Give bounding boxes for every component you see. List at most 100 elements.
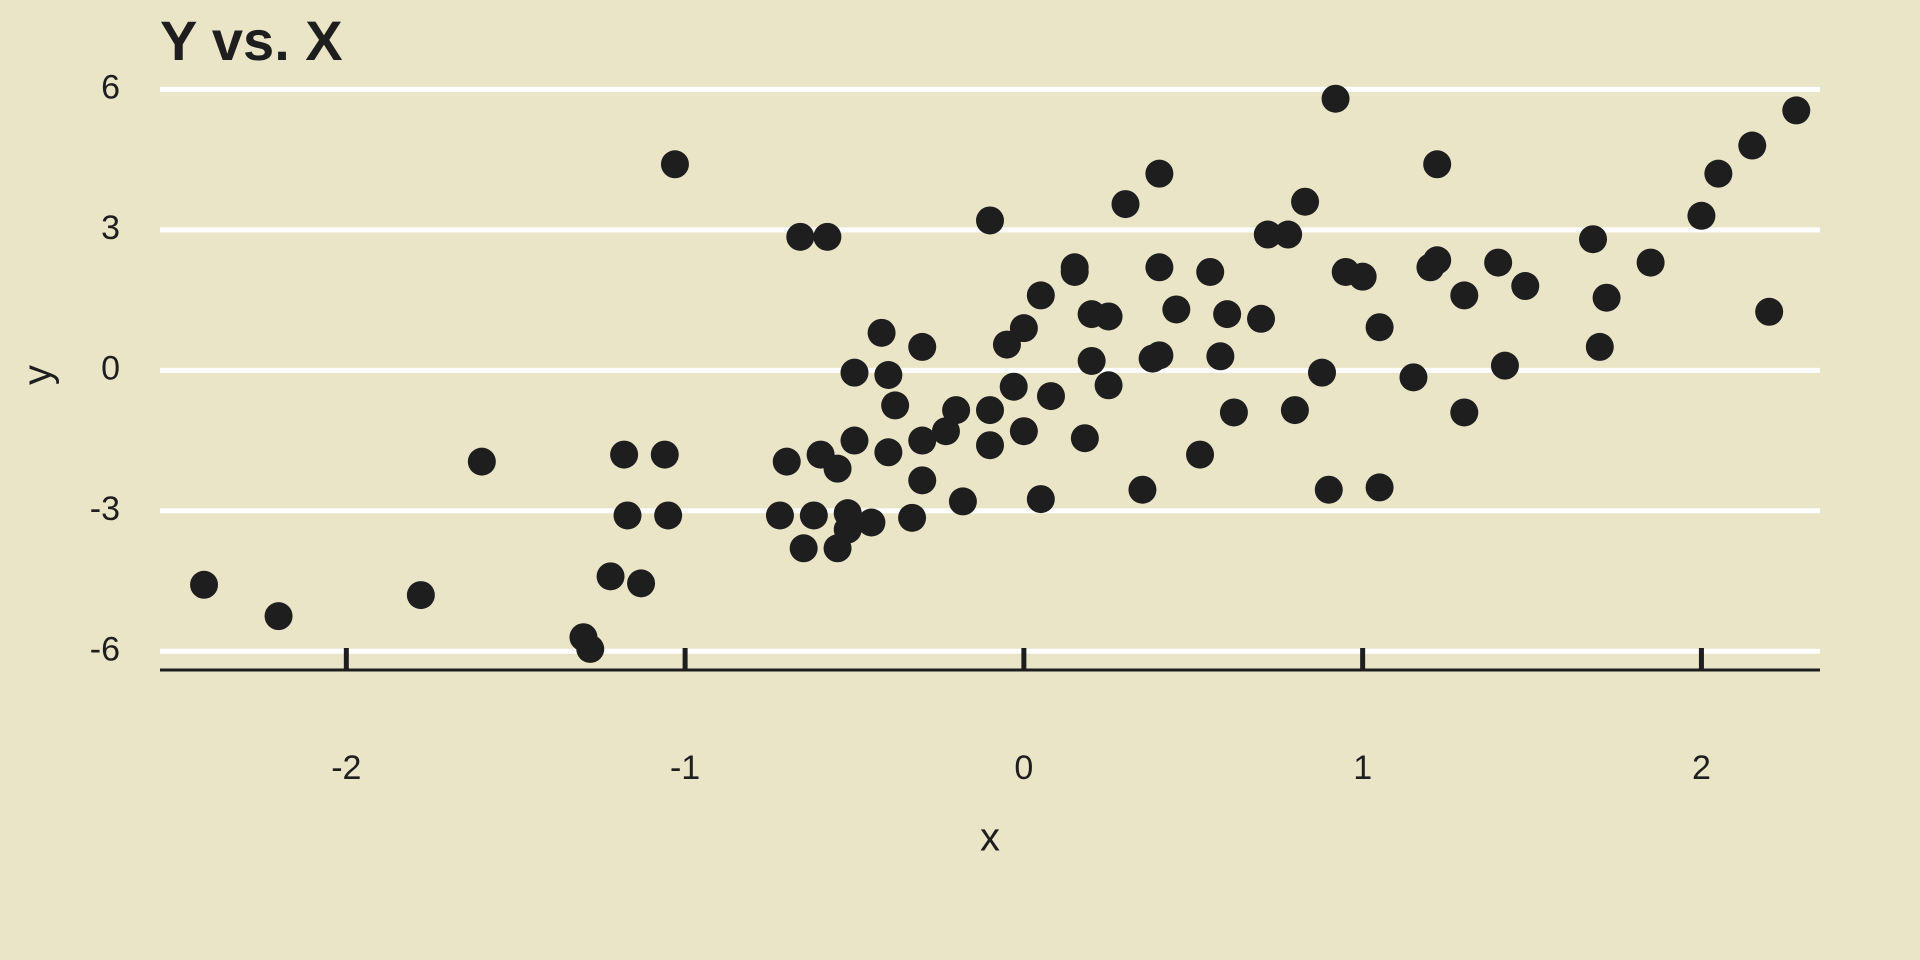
scatter-point bbox=[1010, 417, 1038, 445]
scatter-point bbox=[1206, 342, 1234, 370]
scatter-point bbox=[840, 427, 868, 455]
scatter-point bbox=[786, 223, 814, 251]
scatter-point bbox=[597, 562, 625, 590]
scatter-point bbox=[874, 438, 902, 466]
scatter-point bbox=[1738, 132, 1766, 160]
scatter-point bbox=[790, 534, 818, 562]
scatter-point bbox=[1010, 314, 1038, 342]
scatter-point bbox=[1274, 221, 1302, 249]
scatter-point bbox=[1511, 272, 1539, 300]
scatter-point bbox=[661, 150, 689, 178]
scatter-point bbox=[1308, 359, 1336, 387]
y-tick-label: 0 bbox=[101, 349, 120, 387]
scatter-point bbox=[824, 455, 852, 483]
scatter-point bbox=[1637, 249, 1665, 277]
scatter-point bbox=[1095, 302, 1123, 330]
scatter-point bbox=[1579, 225, 1607, 253]
scatter-point bbox=[976, 431, 1004, 459]
scatter-point bbox=[908, 333, 936, 361]
scatter-point bbox=[1322, 85, 1350, 113]
scatter-point bbox=[190, 571, 218, 599]
scatter-point bbox=[1145, 253, 1173, 281]
chart-title: Y vs. X bbox=[160, 9, 343, 72]
scatter-point bbox=[1145, 341, 1173, 369]
scatter-point bbox=[1491, 352, 1519, 380]
scatter-point bbox=[1349, 263, 1377, 291]
scatter-point bbox=[1162, 295, 1190, 323]
scatter-point bbox=[1000, 373, 1028, 401]
scatter-point bbox=[898, 504, 926, 532]
y-tick-label: -6 bbox=[90, 630, 120, 668]
x-tick-label: 2 bbox=[1692, 749, 1711, 787]
scatter-point bbox=[1061, 253, 1089, 281]
scatter-point bbox=[1399, 363, 1427, 391]
scatter-point bbox=[942, 396, 970, 424]
scatter-point bbox=[654, 501, 682, 529]
scatter-point bbox=[874, 361, 902, 389]
scatter-point bbox=[651, 441, 679, 469]
scatter-point bbox=[468, 448, 496, 476]
scatter-point bbox=[1145, 160, 1173, 188]
scatter-point bbox=[610, 441, 638, 469]
scatter-point bbox=[1782, 96, 1810, 124]
scatter-point bbox=[1366, 473, 1394, 501]
scatter-point bbox=[627, 569, 655, 597]
scatter-point bbox=[949, 487, 977, 515]
scatter-point bbox=[1423, 150, 1451, 178]
chart-svg: -2 -1 0 1 2 -6 -3 0 3 6 Y vs. X x y bbox=[0, 0, 1920, 960]
scatter-point bbox=[1586, 333, 1614, 361]
scatter-point bbox=[1128, 476, 1156, 504]
scatter-point bbox=[1755, 298, 1783, 326]
y-tick-label: -3 bbox=[90, 490, 120, 528]
scatter-point bbox=[1037, 382, 1065, 410]
x-tick-label: 0 bbox=[1014, 749, 1033, 787]
x-tick-label: -2 bbox=[331, 749, 361, 787]
scatter-point bbox=[1450, 398, 1478, 426]
scatter-point bbox=[1186, 441, 1214, 469]
scatter-point bbox=[1078, 347, 1106, 375]
scatter-point bbox=[857, 509, 885, 537]
scatter-point bbox=[834, 516, 862, 544]
x-axis-label: x bbox=[980, 816, 1000, 860]
scatter-point bbox=[976, 206, 1004, 234]
x-tick-label: 1 bbox=[1353, 749, 1372, 787]
y-tick-label: 6 bbox=[101, 68, 120, 106]
scatter-point bbox=[1213, 300, 1241, 328]
scatter-point bbox=[800, 501, 828, 529]
scatter-point bbox=[1593, 284, 1621, 312]
scatter-point bbox=[1220, 398, 1248, 426]
scatter-point bbox=[908, 466, 936, 494]
scatter-point bbox=[1366, 313, 1394, 341]
scatter-point bbox=[1112, 190, 1140, 218]
scatter-point bbox=[766, 501, 794, 529]
x-tick-label: -1 bbox=[670, 749, 700, 787]
scatter-point bbox=[840, 359, 868, 387]
scatter-point bbox=[881, 391, 909, 419]
scatter-point bbox=[1687, 202, 1715, 230]
scatter-point bbox=[265, 602, 293, 630]
scatter-point bbox=[1281, 396, 1309, 424]
scatter-point bbox=[1291, 188, 1319, 216]
scatter-point bbox=[1196, 258, 1224, 286]
y-tick-label: 3 bbox=[101, 209, 120, 247]
chart-background bbox=[0, 0, 1920, 960]
scatter-point bbox=[1704, 160, 1732, 188]
scatter-point bbox=[1095, 371, 1123, 399]
scatter-point bbox=[976, 396, 1004, 424]
scatter-point bbox=[868, 319, 896, 347]
scatter-point bbox=[576, 635, 604, 663]
y-axis-label: y bbox=[16, 365, 60, 385]
scatter-point bbox=[407, 581, 435, 609]
scatter-point bbox=[1247, 305, 1275, 333]
scatter-point bbox=[1071, 424, 1099, 452]
scatter-point bbox=[773, 448, 801, 476]
scatter-point bbox=[1027, 281, 1055, 309]
scatter-point bbox=[1315, 476, 1343, 504]
scatter-point bbox=[1450, 281, 1478, 309]
scatter-point bbox=[614, 501, 642, 529]
scatter-point bbox=[813, 223, 841, 251]
scatter-chart: -2 -1 0 1 2 -6 -3 0 3 6 Y vs. X x y bbox=[0, 0, 1920, 960]
scatter-point bbox=[1423, 246, 1451, 274]
scatter-point bbox=[1027, 485, 1055, 513]
scatter-point bbox=[1484, 249, 1512, 277]
